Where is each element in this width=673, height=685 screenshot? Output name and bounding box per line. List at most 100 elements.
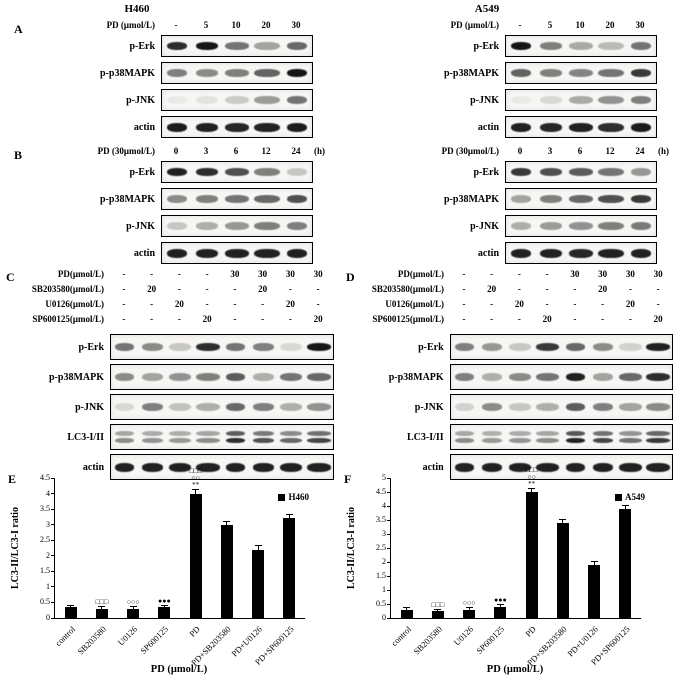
blot-band	[280, 403, 303, 411]
blot-band	[630, 42, 652, 50]
lane-label: -	[316, 283, 320, 294]
y-tick-label: 5	[382, 473, 386, 482]
blot-row: actin	[344, 454, 673, 480]
blot-lane	[589, 365, 617, 389]
blot-row: p-Erk	[70, 161, 336, 183]
lane-labels: - - - 20 - - - 20	[450, 314, 672, 324]
lane-label: -	[122, 268, 126, 279]
blot-lane	[451, 425, 479, 449]
panel-label-b: B	[14, 148, 23, 162]
error-bar	[226, 521, 228, 525]
blot-row: p-Erk	[344, 334, 673, 360]
blot-band	[510, 222, 532, 230]
blot-lane	[305, 455, 333, 479]
blot-band	[569, 248, 593, 258]
dose-header-label: PD (30μmol/L)	[441, 146, 499, 156]
blot-lane	[192, 189, 222, 209]
blot-row: actin	[414, 242, 673, 264]
blot-row: p-p38MAPK	[70, 188, 336, 210]
blot-row: p-p38MAPK	[344, 364, 673, 390]
lane-label: -	[261, 298, 265, 309]
time-unit-label: (h)	[314, 146, 325, 156]
lane-labels: - 5 10 20 30	[505, 20, 655, 30]
blot-lane	[167, 395, 195, 419]
blot-lane	[194, 455, 222, 479]
y-tick-mark	[51, 617, 55, 619]
blot-lane	[596, 117, 626, 137]
treatment-label: U0126(μmol/L)	[385, 298, 444, 309]
blot-band	[535, 403, 560, 411]
blot-label: p-JNK	[414, 401, 444, 413]
blot-band	[166, 96, 188, 104]
column-title-a549: A549	[474, 3, 500, 15]
error-bar	[406, 608, 408, 610]
blot-lane	[566, 36, 596, 56]
y-tick-label: 2	[46, 550, 50, 560]
lane-labels: - 20 - - - 20 - -	[450, 284, 672, 294]
lane-label: 20	[261, 20, 271, 30]
blot-band	[539, 122, 563, 132]
blot-label: actin	[133, 247, 155, 259]
dose-header-row: PD (μmol/L) - 5 10 20 30	[414, 20, 673, 30]
bar	[220, 524, 233, 618]
error-bar	[163, 605, 165, 608]
blot-lane	[252, 216, 282, 236]
blot-lane	[566, 63, 596, 83]
blot-band	[481, 373, 503, 381]
blot-band	[142, 403, 163, 411]
blot-lane	[644, 335, 672, 359]
lane-label: 30	[313, 268, 323, 279]
x-tick-label: SB203580	[75, 624, 108, 657]
blot-band	[508, 462, 531, 472]
y-tick-label: 3.5	[40, 504, 50, 514]
lane-labels: - 20 - - - 20 - -	[110, 284, 332, 294]
blot-band	[619, 431, 642, 436]
blot-label: p-p38MAPK	[388, 371, 444, 383]
blot-band	[565, 431, 585, 436]
blot-band	[307, 462, 332, 472]
error-bar	[195, 489, 197, 494]
blot-lane	[561, 395, 589, 419]
lane-label: -	[573, 283, 577, 294]
blot-p-erk	[505, 35, 657, 57]
panel-a-h460-blot-group: PD (μmol/L) - 5 10 20 30 p-Erk p-p38MAPK p-JNK ac…	[70, 20, 336, 138]
blot-label: p-p38MAPK	[100, 193, 155, 205]
blot-band	[286, 122, 308, 132]
blot-band	[565, 462, 585, 472]
blot-band	[196, 403, 221, 411]
treatment-row: U0126(μmol/L) - - 20 - - - 20 -	[4, 298, 336, 309]
blot-lane	[250, 425, 278, 449]
blot-band	[510, 69, 532, 77]
blot-p-p38mapk	[161, 188, 313, 210]
lane-label: 20	[174, 298, 184, 309]
blot-label: actin	[133, 121, 155, 133]
panel-d-a549-blot-group: PD(μmol/L) - - - - 30 30 30 30 SB203580(μmol/L) - 2…	[344, 268, 673, 480]
blot-band	[286, 222, 308, 230]
y-tick-label: 1.5	[40, 566, 50, 576]
lane-label: 30	[285, 268, 295, 279]
blot-band	[646, 438, 671, 443]
blot-band	[455, 431, 474, 436]
lane-label: -	[205, 298, 209, 309]
blot-lane	[478, 335, 506, 359]
blot-lane	[139, 395, 167, 419]
blot-p-erk	[161, 161, 313, 183]
panel-label-c: C	[6, 270, 15, 284]
y-tick-label: 0	[382, 613, 386, 622]
blot-band	[646, 462, 671, 472]
error-bar	[624, 506, 626, 509]
blot-band	[169, 462, 192, 472]
blot-lane	[192, 243, 222, 263]
blot-lane	[192, 63, 222, 83]
blot-p-p38mapk	[449, 364, 673, 390]
blot-lane	[596, 216, 626, 236]
y-tick-label: 4	[46, 488, 50, 498]
error-bar-cap	[590, 561, 598, 562]
lane-label: 20	[598, 283, 608, 294]
blot-lane	[536, 243, 566, 263]
blot-lane	[194, 335, 222, 359]
lane-label: 10	[575, 20, 585, 30]
blot-row: p-JNK	[414, 89, 673, 111]
blot-lane	[478, 395, 506, 419]
lane-label: 5	[203, 20, 209, 30]
